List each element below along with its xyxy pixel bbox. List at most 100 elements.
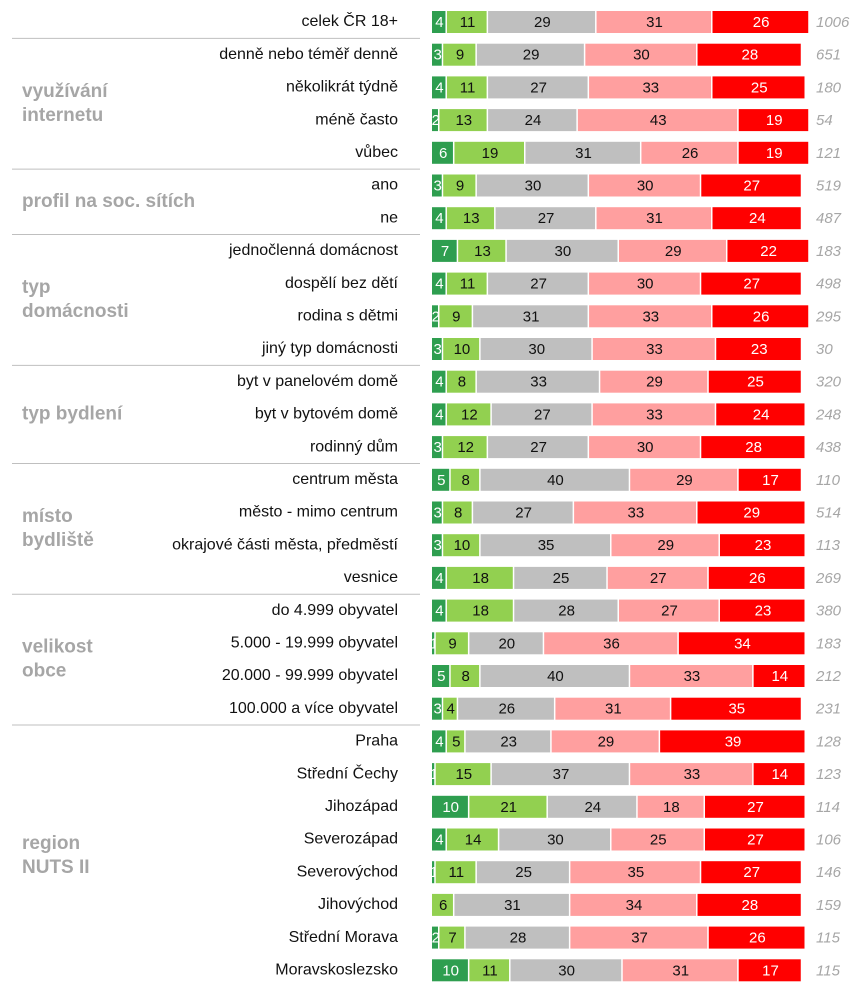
bar-segment (432, 599, 446, 622)
bar-segment (432, 305, 438, 328)
bar-segment (630, 468, 738, 491)
bar-segment (514, 566, 607, 589)
bar-segment (432, 43, 442, 66)
bar-segment (432, 338, 442, 360)
bar-segment (622, 959, 738, 982)
count: 123 (816, 766, 842, 783)
segment-label: 9 (456, 47, 464, 64)
bar-segment (544, 632, 678, 655)
segment-label: 33 (684, 668, 701, 685)
segment-label: 30 (558, 962, 575, 979)
bar-segment (600, 370, 708, 393)
segment-label: 23 (755, 603, 772, 620)
segment-label: 27 (747, 799, 764, 816)
segment-label: 3 (433, 177, 441, 194)
segment-label: 11 (460, 276, 476, 293)
bar-segment (480, 338, 592, 360)
segment-label: 27 (530, 276, 547, 293)
segment-label: 26 (749, 930, 766, 947)
segment-label: 18 (472, 570, 489, 587)
segment-label: 34 (626, 897, 643, 914)
segment-label: 19 (482, 145, 499, 162)
bar-segment (701, 436, 805, 459)
count: 183 (816, 243, 842, 260)
row-label: několikrát týdně (286, 79, 398, 96)
segment-label: 19 (766, 112, 783, 129)
bar-segment (432, 11, 446, 33)
segment-label: 29 (523, 47, 540, 64)
segment-label: 31 (646, 210, 663, 227)
bar-segment (432, 174, 442, 197)
count: 110 (816, 472, 841, 489)
count: 106 (816, 831, 842, 848)
row-label: ano (371, 177, 398, 194)
bar-segment (432, 665, 450, 687)
bar-segment (570, 893, 697, 916)
count: 115 (816, 962, 841, 979)
bar-segment (708, 370, 801, 393)
segment-label: 14 (465, 831, 482, 848)
bar-segment (574, 501, 697, 524)
row-label: méně často (315, 111, 398, 128)
bar-segment (439, 926, 465, 949)
bar-segment (555, 697, 670, 720)
segment-label: 28 (742, 47, 759, 64)
segment-label: 27 (515, 504, 532, 521)
segment-label: 27 (530, 439, 547, 456)
count: 115 (816, 930, 841, 947)
bar-segment (458, 697, 554, 720)
bar-segment (476, 861, 569, 884)
bar-segment (510, 959, 622, 982)
segment-label: 10 (454, 537, 471, 554)
bar-segment (435, 632, 468, 655)
row-label: byt v panelovém domě (237, 373, 398, 390)
count: 121 (816, 145, 841, 162)
count: 30 (816, 341, 833, 358)
segment-label: 26 (682, 145, 699, 162)
bar-segment (446, 370, 476, 393)
segment-label: 2 (432, 930, 440, 947)
group-label: místo (22, 506, 73, 527)
segment-label: 1 (430, 766, 438, 783)
segment-label: 13 (463, 210, 480, 227)
bar-segment (589, 76, 711, 99)
group-label: obce (22, 661, 66, 682)
bar-segment (499, 828, 611, 851)
bar-segment (719, 534, 805, 557)
bar-segment (435, 861, 476, 884)
bar-segment (488, 436, 588, 459)
segment-label: 5 (437, 668, 445, 685)
count: 514 (816, 504, 841, 521)
bar-segment (570, 861, 700, 884)
segment-label: 30 (528, 341, 545, 358)
segment-label: 40 (547, 472, 564, 489)
row-label: rodina s dětmi (298, 308, 399, 325)
bar-segment (525, 141, 640, 164)
bar-segment (592, 403, 715, 426)
segment-label: 17 (762, 472, 779, 489)
bar-segment (443, 174, 476, 197)
group-label: typ bydlení (22, 403, 123, 424)
bar-segment (570, 926, 708, 949)
segment-label: 27 (743, 177, 760, 194)
bar-segment (432, 697, 442, 720)
segment-label: 4 (435, 406, 443, 423)
bar-segment (506, 239, 618, 262)
segment-label: 33 (684, 766, 701, 783)
bar-segment (469, 959, 510, 982)
bar-segment (450, 468, 480, 491)
bar-segment (708, 926, 805, 949)
row-label: město - mimo centrum (239, 504, 398, 521)
segment-label: 27 (530, 79, 547, 96)
bar-segment (432, 207, 446, 230)
segment-label: 5 (437, 472, 445, 489)
bar-segment (432, 861, 435, 884)
row-label: centrum města (292, 471, 398, 488)
row-label: Moravskoslezsko (275, 962, 398, 979)
bar-segment (630, 763, 753, 786)
bar-segment (727, 239, 809, 262)
bar-segment (577, 109, 738, 132)
group-label: profil na soc. sítích (22, 191, 195, 212)
segment-label: 27 (747, 831, 764, 848)
bar-segment (712, 305, 809, 328)
